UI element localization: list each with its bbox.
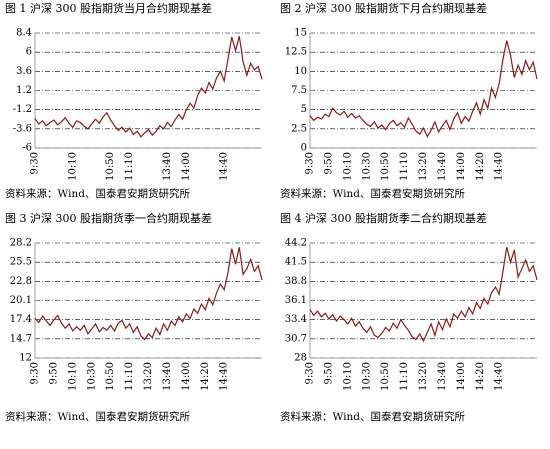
x-tick-label: 10:10 bbox=[342, 362, 353, 391]
x-tick-label: 13:40 bbox=[437, 362, 448, 391]
x-tick-label: 10:30 bbox=[361, 152, 372, 181]
y-tick-label: 3.6 bbox=[16, 66, 32, 77]
x-tick-label: 10:50 bbox=[105, 152, 116, 181]
y-tick-label: 15 bbox=[294, 28, 307, 39]
chart-panel: 图 4 沪深 300 股指期货季二合约期现基差 28 30.7 33.4 36.1 38.… bbox=[280, 211, 538, 423]
x-tick-label: 10:10 bbox=[342, 152, 353, 181]
x-tick-label: 14:20 bbox=[475, 362, 486, 391]
x-tick-label: 9:50 bbox=[323, 152, 334, 174]
x-tick-label: 9:50 bbox=[48, 362, 59, 384]
y-tick-label: 2.5 bbox=[291, 123, 307, 134]
x-tick-label: 14:00 bbox=[181, 362, 192, 391]
chart-title: 图 2 沪深 300 股指期货下月合约期现基差 bbox=[280, 1, 487, 15]
y-tick-label: 12 bbox=[19, 353, 32, 364]
y-tick-label: 12.5 bbox=[285, 47, 307, 58]
y-tick-label: 22.8 bbox=[10, 276, 32, 287]
x-tick-label: 14:20 bbox=[475, 152, 486, 181]
x-tick-label: 9:30 bbox=[305, 362, 316, 384]
y-tick-label: 17.4 bbox=[10, 314, 32, 325]
chart-panel: 图 1 沪深 300 股指期货当月合约期现基差 -6 -3.6 -1.2 1.2 3.6 6… bbox=[5, 1, 263, 200]
y-tick-label: 14.7 bbox=[10, 333, 32, 344]
y-tick-label: 33.4 bbox=[285, 314, 307, 325]
source-note: 资料来源：Wind、国泰君安期货研究所 bbox=[5, 187, 190, 200]
x-tick-label: 13:40 bbox=[437, 152, 448, 181]
source-note: 资料来源：Wind、国泰君安期货研究所 bbox=[280, 187, 465, 200]
x-tick-label: 10:50 bbox=[380, 152, 391, 181]
x-tick-label: 13:20 bbox=[418, 362, 429, 391]
x-tick-label: 13:40 bbox=[162, 362, 173, 391]
data-line bbox=[34, 36, 263, 138]
y-tick-label: 0 bbox=[301, 143, 307, 154]
data-line bbox=[309, 247, 538, 343]
x-tick-label: 10:50 bbox=[105, 362, 116, 391]
y-tick-label: 30.7 bbox=[285, 333, 307, 344]
x-tick-label: 13:20 bbox=[143, 362, 154, 391]
x-tick-label: 13:20 bbox=[418, 152, 429, 181]
x-tick-label: 10:10 bbox=[67, 362, 78, 391]
y-tick-label: 8.4 bbox=[16, 28, 32, 39]
x-tick-label: 10:10 bbox=[67, 152, 78, 181]
y-tick-label: 36.1 bbox=[285, 295, 307, 306]
x-tick-label: 9:30 bbox=[30, 152, 41, 174]
y-tick-label: 6 bbox=[26, 47, 32, 58]
chart-title: 图 1 沪深 300 股指期货当月合约期现基差 bbox=[5, 1, 212, 15]
x-tick-label: 9:50 bbox=[323, 362, 334, 384]
x-tick-label: 14:40 bbox=[494, 362, 505, 391]
y-tick-label: 41.5 bbox=[285, 257, 307, 268]
y-tick-label: 20.1 bbox=[10, 295, 32, 306]
data-line bbox=[309, 40, 538, 138]
y-tick-label: 25.5 bbox=[10, 257, 32, 268]
chart-panel: 图 3 沪深 300 股指期货季一合约期现基差 12 14.7 17.4 20.1 22.… bbox=[5, 211, 263, 423]
x-tick-label: 9:30 bbox=[30, 362, 41, 384]
x-tick-label: 11:10 bbox=[124, 152, 135, 181]
y-tick-label: 10 bbox=[294, 66, 307, 77]
x-tick-label: 9:30 bbox=[305, 152, 316, 174]
y-tick-label: 44.2 bbox=[285, 238, 307, 249]
y-tick-label: 7.5 bbox=[291, 85, 307, 96]
source-note: 资料来源：Wind、国泰君安期货研究所 bbox=[5, 410, 190, 423]
x-tick-label: 11:10 bbox=[124, 362, 135, 391]
x-tick-label: 14:40 bbox=[494, 152, 505, 181]
x-tick-label: 10:50 bbox=[380, 362, 391, 391]
chart-panel: 图 2 沪深 300 股指期货下月合约期现基差 0 2.5 5 7.5 10 12.5 15 9… bbox=[280, 1, 538, 200]
source-note: 资料来源：Wind、国泰君安期货研究所 bbox=[280, 410, 465, 423]
y-tick-label: -3.6 bbox=[13, 123, 32, 134]
y-tick-label: -6 bbox=[22, 143, 32, 154]
y-tick-label: 5 bbox=[301, 104, 307, 115]
y-tick-label: -1.2 bbox=[13, 104, 32, 115]
y-tick-label: 28 bbox=[294, 353, 307, 364]
x-tick-label: 10:30 bbox=[361, 362, 372, 391]
y-tick-label: 38.8 bbox=[285, 276, 307, 287]
x-tick-label: 11:10 bbox=[399, 362, 410, 391]
x-tick-label: 10:30 bbox=[86, 362, 97, 391]
chart-title: 图 3 沪深 300 股指期货季一合约期现基差 bbox=[5, 211, 212, 225]
x-tick-label: 14:40 bbox=[219, 362, 230, 391]
y-tick-label: 1.2 bbox=[16, 85, 32, 96]
x-tick-label: 14:20 bbox=[200, 362, 211, 391]
x-tick-label: 14:00 bbox=[456, 362, 467, 391]
y-tick-label: 28.2 bbox=[10, 238, 32, 249]
chart-title: 图 4 沪深 300 股指期货季二合约期现基差 bbox=[280, 211, 487, 225]
x-tick-label: 13:40 bbox=[162, 152, 173, 181]
x-tick-label: 11:10 bbox=[399, 152, 410, 181]
x-tick-label: 14:00 bbox=[456, 152, 467, 181]
data-line bbox=[34, 247, 263, 341]
x-tick-label: 14:40 bbox=[219, 152, 230, 181]
x-tick-label: 14:00 bbox=[181, 152, 192, 181]
